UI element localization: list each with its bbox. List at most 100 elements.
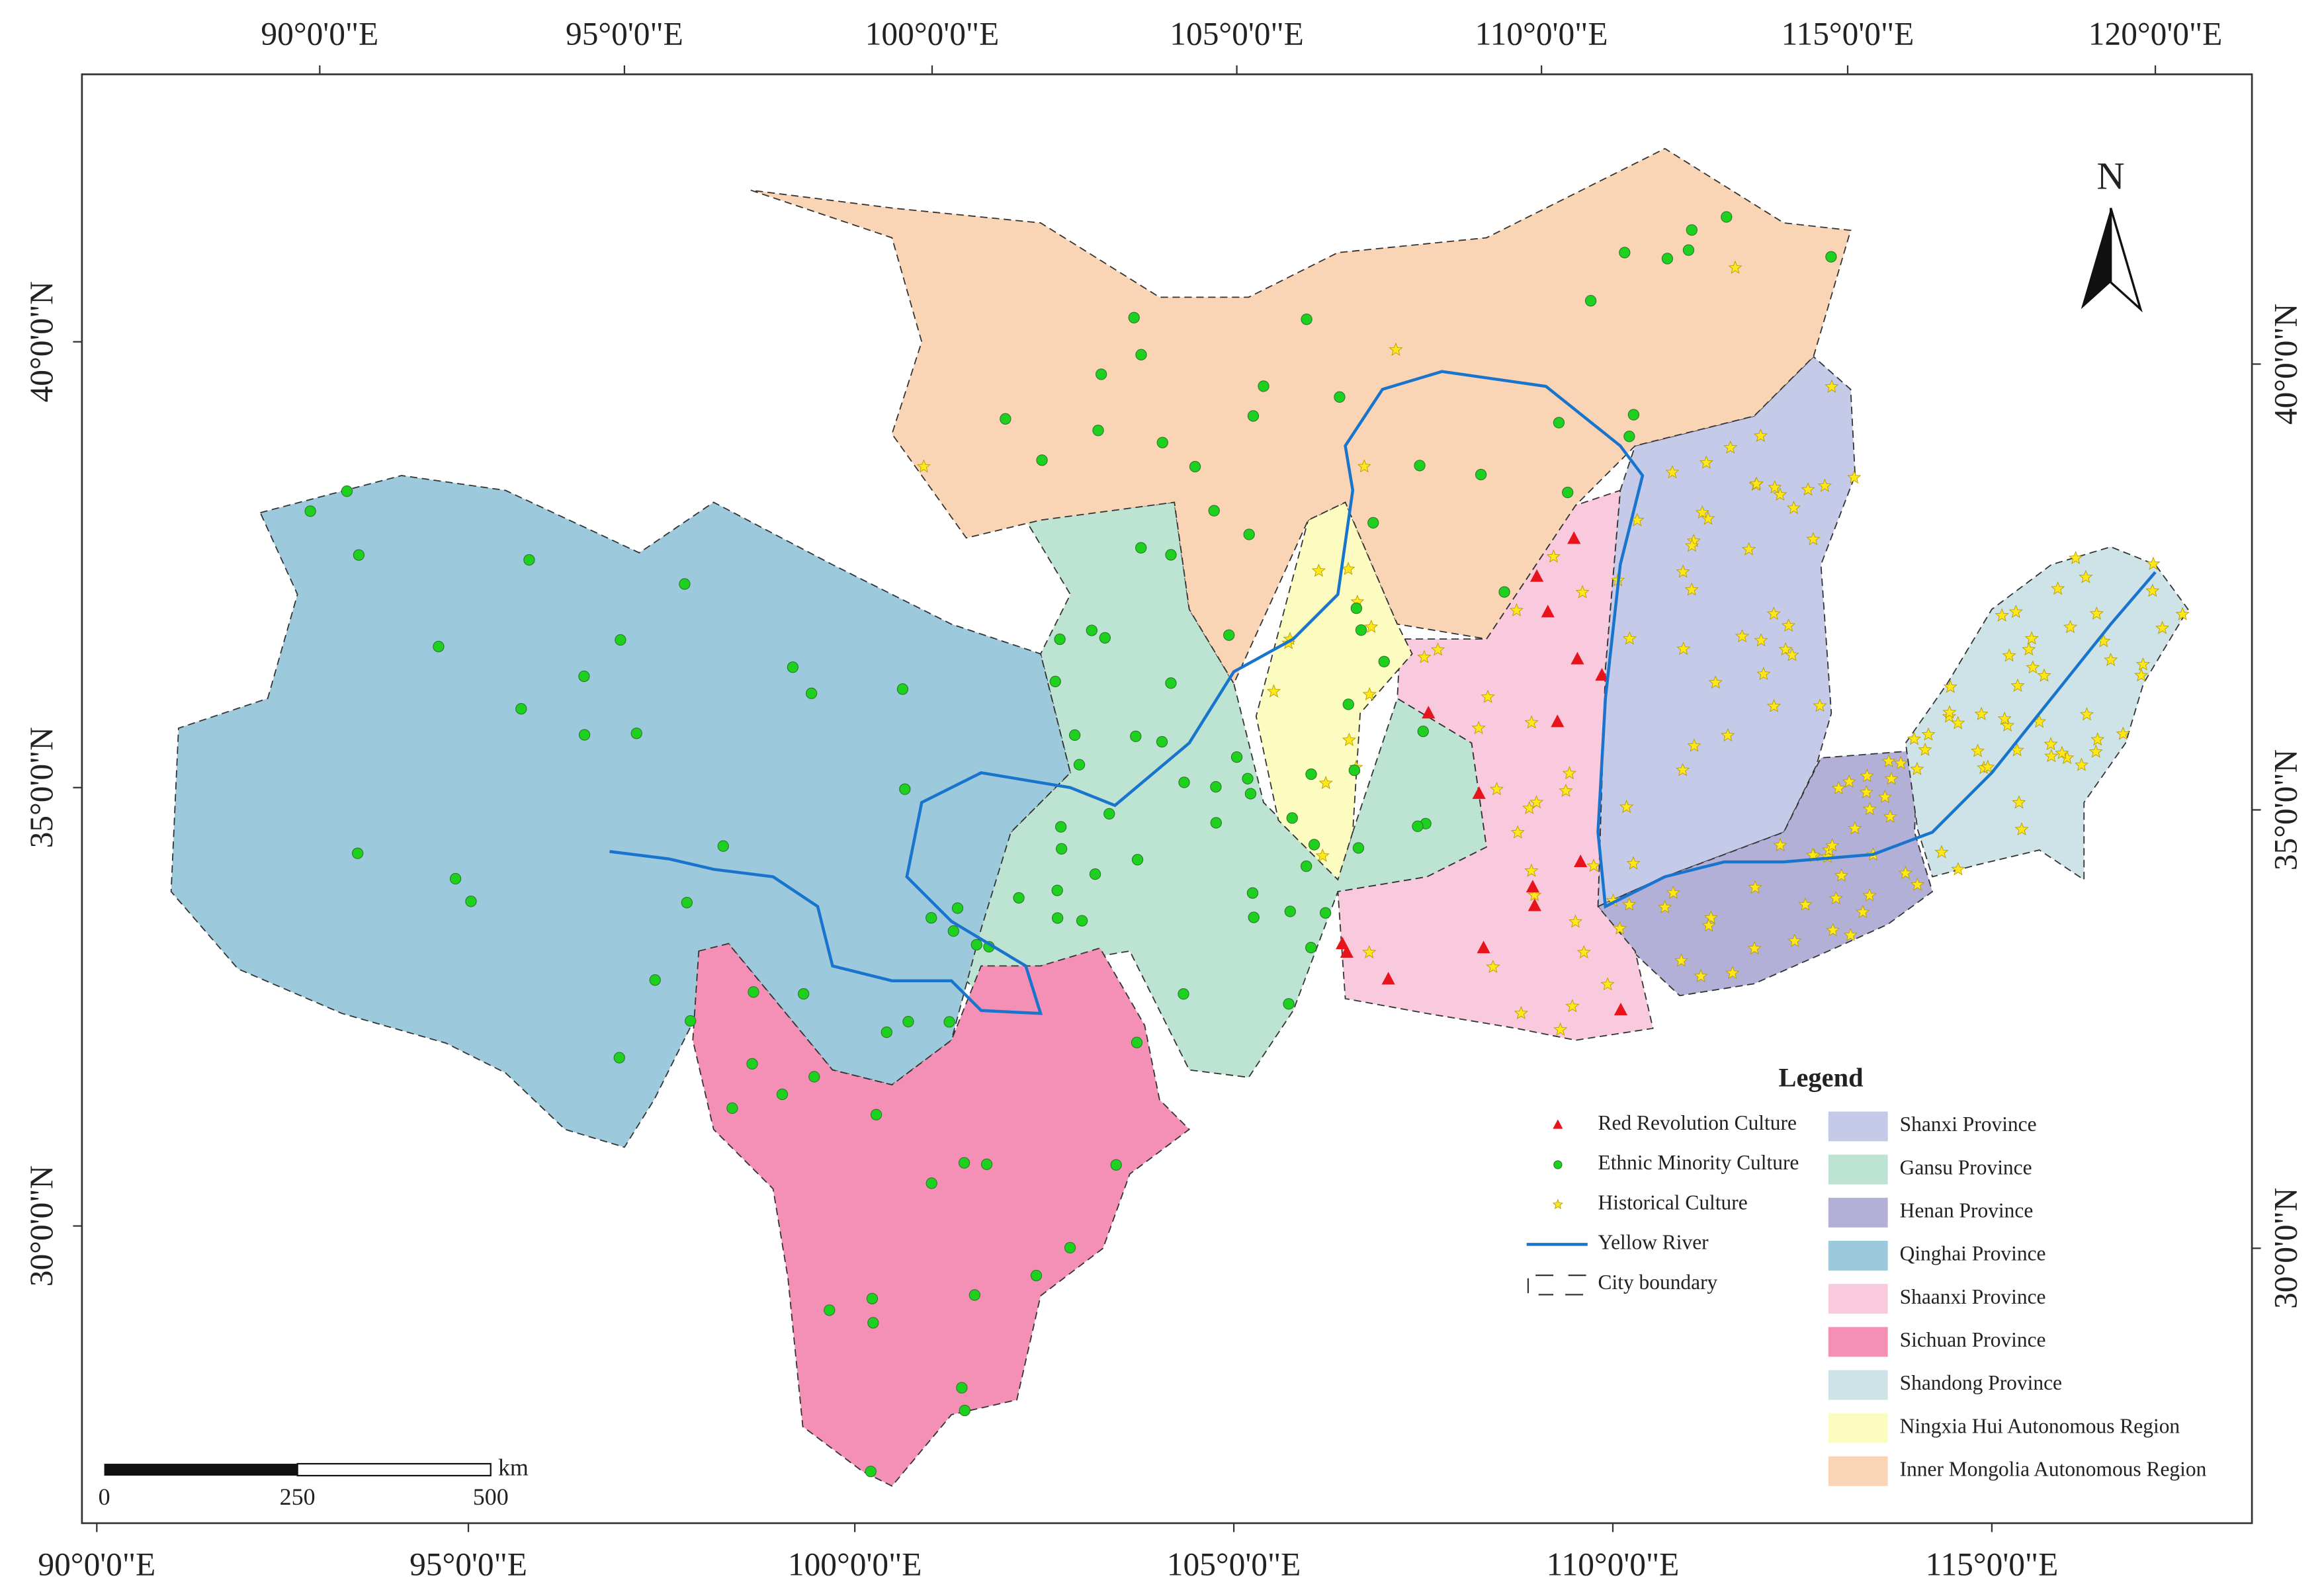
ethnic-minority-point bbox=[1247, 410, 1260, 422]
historical-point bbox=[1893, 756, 1908, 770]
historical-point bbox=[1859, 784, 1873, 799]
ethnic-minority-point bbox=[1156, 437, 1168, 448]
historical-point bbox=[1619, 800, 1634, 814]
ethnic-minority-point bbox=[433, 640, 445, 653]
ethnic-minority-point bbox=[1054, 633, 1066, 646]
bottom-label: 110°0'0"E bbox=[1547, 1546, 1680, 1583]
ethnic-minority-point bbox=[1367, 517, 1379, 529]
left-label: 40°0'0"N bbox=[23, 281, 60, 402]
ethnic-minority-point bbox=[1131, 1036, 1143, 1048]
ethnic-minority-point bbox=[1417, 726, 1429, 737]
ethnic-minority-point bbox=[1135, 349, 1147, 360]
ethnic-minority-point bbox=[1110, 1159, 1122, 1171]
historical-point bbox=[1942, 705, 1957, 719]
ethnic-minority-point bbox=[1352, 842, 1365, 854]
ethnic-minority-point bbox=[1128, 312, 1140, 323]
regions bbox=[170, 147, 2189, 1487]
historical-point bbox=[2089, 606, 2104, 620]
ethnic-minority-point bbox=[968, 1289, 980, 1301]
historical-point bbox=[1884, 771, 1899, 785]
historical-point bbox=[1725, 966, 1740, 980]
top-label: 90°0'0"E bbox=[261, 16, 378, 52]
historical-point bbox=[1703, 910, 1718, 924]
historical-point bbox=[1266, 684, 1281, 698]
red-revolution-point bbox=[1526, 880, 1540, 893]
historical-point bbox=[1389, 342, 1403, 356]
historical-point bbox=[1514, 1005, 1529, 1019]
ethnic-minority-point bbox=[980, 1158, 993, 1170]
historical-point bbox=[1798, 897, 1813, 911]
historical-point bbox=[2075, 757, 2089, 771]
historical-point bbox=[2043, 737, 2058, 751]
legend-region-label: Sichuan Province bbox=[1900, 1328, 2046, 1351]
legend-symbol-label: Yellow River bbox=[1598, 1231, 1709, 1254]
historical-point bbox=[1675, 763, 1690, 777]
legend-region-label: Qinghai Province bbox=[1900, 1242, 2046, 1265]
historical-point bbox=[1674, 953, 1688, 967]
red-revolution-point bbox=[1529, 569, 1544, 582]
historical-point bbox=[916, 459, 931, 473]
historical-point bbox=[1753, 429, 1768, 442]
ethnic-minority-point bbox=[1131, 854, 1144, 866]
historical-point bbox=[1600, 977, 1615, 991]
ethnic-minority-point bbox=[1156, 735, 1168, 748]
ethnic-minority-point bbox=[925, 912, 937, 924]
ethnic-minority-point bbox=[1068, 729, 1081, 741]
legend-symbol bbox=[1527, 1275, 1586, 1296]
red-revolution-point bbox=[1567, 531, 1581, 544]
historical-point bbox=[1529, 795, 1544, 809]
historical-point bbox=[2069, 550, 2083, 564]
historical-point bbox=[1883, 809, 1897, 823]
historical-point bbox=[1658, 900, 1672, 913]
historical-point bbox=[1622, 631, 1637, 645]
historical-point bbox=[2155, 620, 2170, 634]
legend-region-label: Inner Mongolia Autonomous Region bbox=[1900, 1457, 2207, 1480]
ethnic-minority-point bbox=[679, 578, 691, 590]
ethnic-minority-point bbox=[1350, 602, 1363, 614]
historical-point bbox=[1741, 542, 1756, 556]
historical-point bbox=[1806, 532, 1821, 546]
historical-point bbox=[1877, 789, 1893, 804]
ethnic-minority-point bbox=[1258, 380, 1269, 392]
legend-title: Legend bbox=[1779, 1063, 1864, 1093]
ethnic-minority-point bbox=[959, 1404, 970, 1417]
ethnic-minority-point bbox=[1135, 542, 1147, 554]
historical-point bbox=[1951, 862, 1965, 876]
historical-point bbox=[1825, 379, 1839, 393]
historical-point bbox=[2090, 732, 2105, 746]
ethnic-minority-point bbox=[1210, 780, 1222, 793]
historical-point bbox=[2063, 620, 2078, 634]
ethnic-minority-point bbox=[925, 1177, 937, 1189]
historical-point bbox=[2104, 652, 2118, 667]
ethnic-minority-point bbox=[970, 939, 982, 951]
red-revolution-point bbox=[1551, 714, 1565, 728]
ethnic-minority-point bbox=[649, 974, 661, 986]
legend-swatch bbox=[1828, 1111, 1888, 1142]
historical-point bbox=[1489, 782, 1504, 796]
ethnic-minority-point bbox=[1096, 368, 1107, 380]
legend-swatch bbox=[1828, 1197, 1888, 1228]
ethnic-minority-point bbox=[1682, 244, 1695, 256]
scale-bar-white bbox=[296, 1462, 492, 1477]
red-revolution-point bbox=[1541, 605, 1555, 618]
red-revolution-point bbox=[1570, 651, 1584, 665]
red-revolution-point bbox=[1472, 786, 1486, 799]
historical-point bbox=[1974, 706, 1989, 720]
ethnic-minority-point bbox=[1165, 549, 1177, 561]
historical-point bbox=[1828, 891, 1843, 905]
north-label: N bbox=[2097, 154, 2125, 197]
ethnic-minority-point bbox=[465, 896, 477, 907]
right-label: 30°0'0"N bbox=[2268, 1188, 2304, 1309]
historical-point bbox=[1562, 766, 1577, 780]
ethnic-minority-point bbox=[630, 728, 642, 739]
historical-point bbox=[1995, 608, 2009, 622]
ethnic-minority-point bbox=[1721, 211, 1733, 223]
ethnic-minority-point bbox=[681, 897, 693, 909]
ethnic-minority-point bbox=[902, 1016, 914, 1028]
ethnic-minority-point bbox=[748, 986, 759, 998]
ethnic-minority-point bbox=[726, 1102, 738, 1114]
ethnic-minority-point bbox=[1248, 911, 1260, 923]
ethnic-minority-point bbox=[1661, 253, 1674, 265]
historical-point bbox=[1898, 866, 1913, 880]
ethnic-minority-point bbox=[865, 1466, 877, 1478]
